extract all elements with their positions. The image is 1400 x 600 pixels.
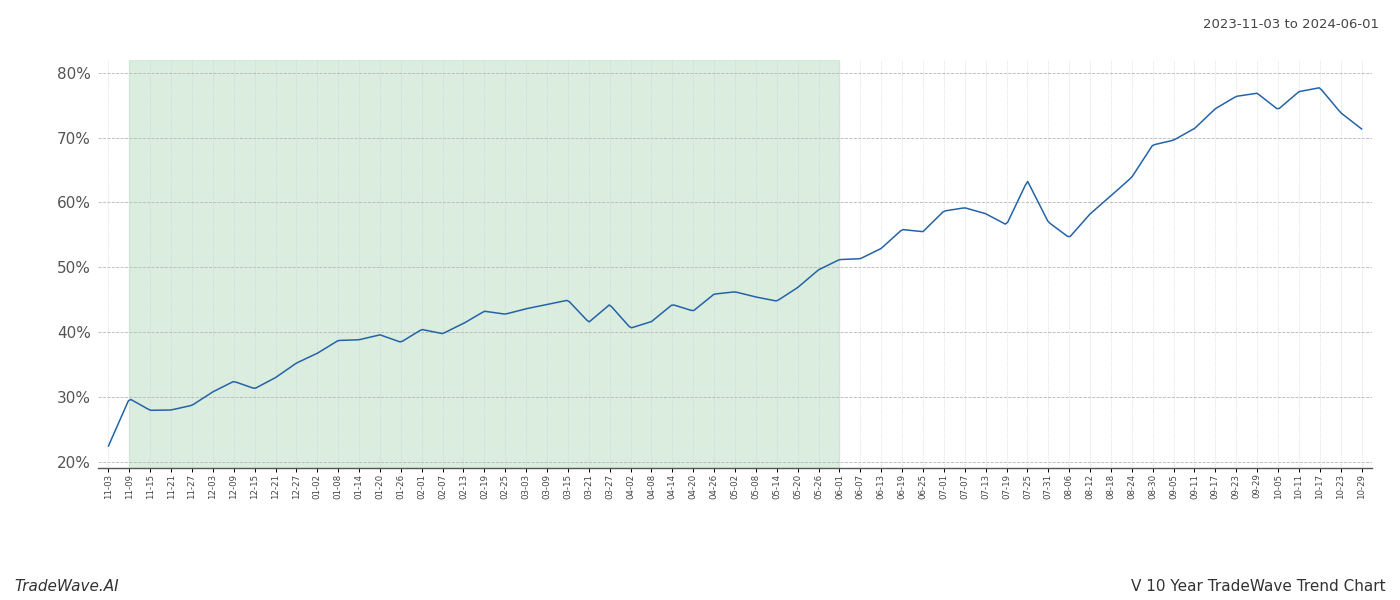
Bar [129, 60, 840, 468]
Text: V 10 Year TradeWave Trend Chart: V 10 Year TradeWave Trend Chart [1131, 579, 1386, 594]
Text: 2023-11-03 to 2024-06-01: 2023-11-03 to 2024-06-01 [1203, 18, 1379, 31]
Text: TradeWave.AI: TradeWave.AI [14, 579, 119, 594]
